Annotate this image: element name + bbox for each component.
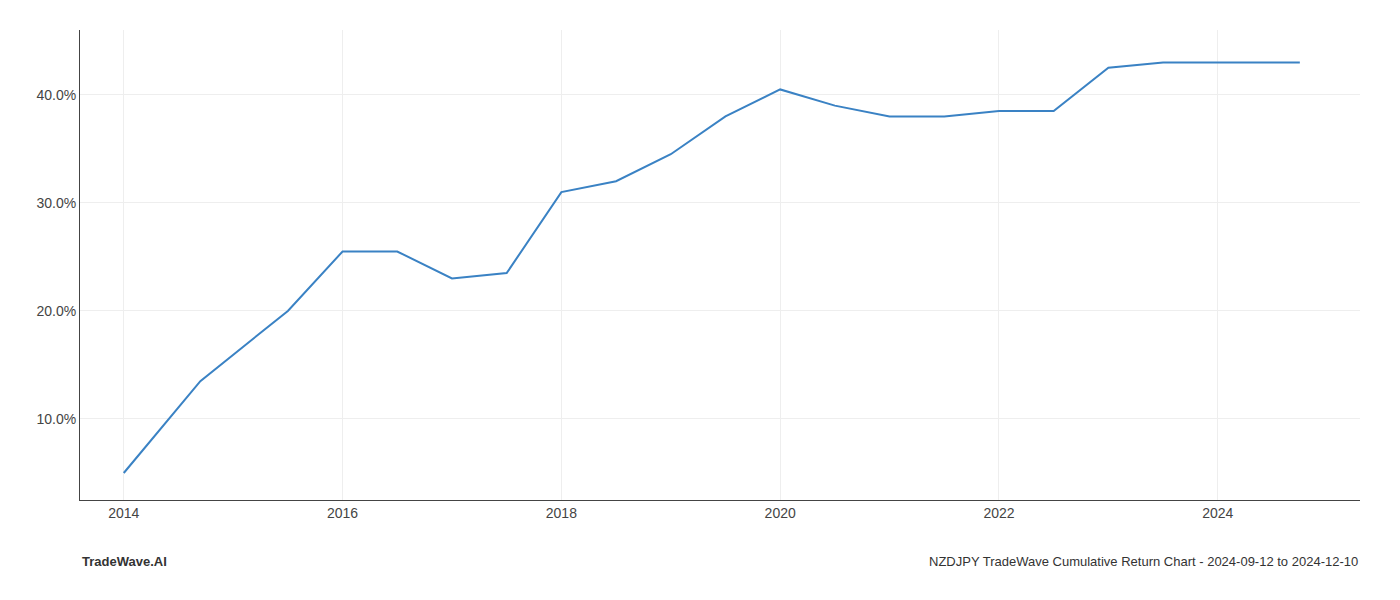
svg-text:20.0%: 20.0% xyxy=(36,303,76,319)
svg-text:2022: 2022 xyxy=(983,505,1014,521)
svg-text:40.0%: 40.0% xyxy=(36,87,76,103)
svg-text:30.0%: 30.0% xyxy=(36,195,76,211)
svg-text:10.0%: 10.0% xyxy=(36,411,76,427)
svg-text:2024: 2024 xyxy=(1202,505,1233,521)
svg-text:2016: 2016 xyxy=(327,505,358,521)
svg-text:2014: 2014 xyxy=(108,505,139,521)
svg-text:TradeWave.AI: TradeWave.AI xyxy=(82,554,167,569)
svg-text:2018: 2018 xyxy=(546,505,577,521)
svg-text:NZDJPY TradeWave Cumulative Re: NZDJPY TradeWave Cumulative Return Chart… xyxy=(929,554,1358,569)
svg-text:2020: 2020 xyxy=(765,505,796,521)
